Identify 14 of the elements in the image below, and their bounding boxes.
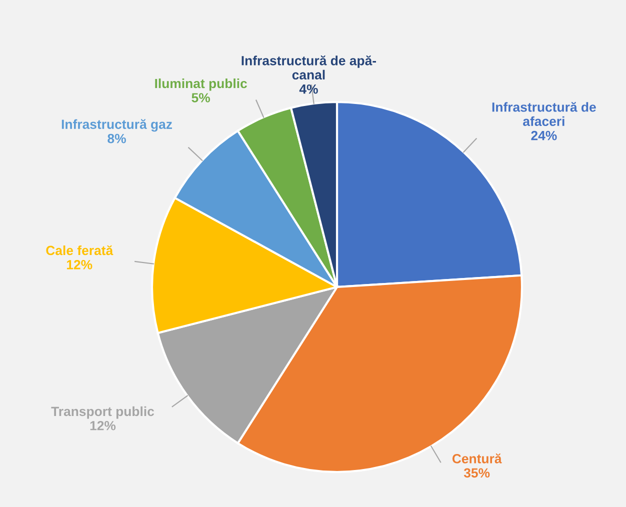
data-label: 12% [90,420,116,430]
slice-label: Infrastructură de afaceri [492,102,596,126]
data-label: 5% [192,93,210,102]
slice-label: Centură [452,454,502,464]
data-label: 35% [464,468,490,478]
slice-label: Cale ferată [46,245,114,256]
data-label: 4% [299,84,318,94]
slice-label: Infrastructură gaz [62,119,172,132]
data-label: 24% [531,130,557,140]
slice-label: Transport public [51,406,154,419]
data-label: 8% [108,134,126,144]
slice-label: Infrastructură de apă- canal [242,55,376,80]
slice-label: Iluminat public [155,78,247,91]
data-label: 12% [66,260,92,270]
